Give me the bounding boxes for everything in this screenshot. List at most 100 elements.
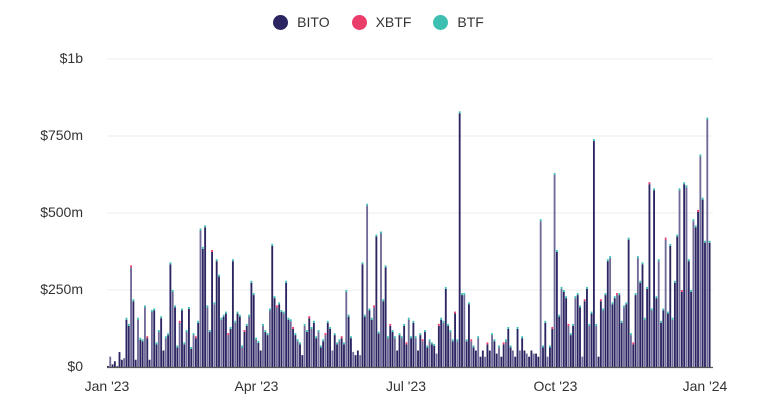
bar-bito[interactable] [343,344,345,367]
bar-bito[interactable] [683,184,686,367]
legend-item-btf[interactable]: BTF [433,14,484,30]
bar-bito[interactable] [285,282,288,367]
bar-bito[interactable] [245,325,248,367]
bar-bito[interactable] [562,292,565,367]
bar-bito[interactable] [123,358,126,367]
bar-bito[interactable] [488,350,491,367]
bar-bito[interactable] [389,325,392,367]
bar-bito[interactable] [208,332,211,367]
bar-bito[interactable] [428,341,431,367]
bar-bito[interactable] [211,251,213,367]
bar-bito[interactable] [505,341,507,367]
bar-bito[interactable] [611,304,614,367]
bar-bito[interactable] [252,295,255,367]
bar-bito[interactable] [544,322,547,367]
bar-bito[interactable] [509,347,512,367]
bar-bito[interactable] [141,341,144,367]
bar-bito[interactable] [255,339,257,367]
bar-bito[interactable] [243,332,246,367]
bar-bito[interactable] [437,325,440,367]
bar-bito[interactable] [697,211,699,367]
bar-bito[interactable] [456,341,459,367]
bar-bito[interactable] [352,352,355,367]
bar-bito[interactable] [370,319,373,367]
bar-bito[interactable] [206,307,209,367]
bar-bito[interactable] [528,356,531,367]
bar-bito[interactable] [481,350,484,367]
bar-bito[interactable] [421,341,424,367]
bar-bito[interactable] [169,264,172,367]
bar-bito[interactable] [160,318,163,367]
bar-bito[interactable] [639,282,642,367]
bar-bito[interactable] [338,341,341,367]
bar-bito[interactable] [546,356,549,367]
bar-bito[interactable] [551,328,554,367]
bar-bito[interactable] [162,350,165,367]
bar-bito[interactable] [171,292,174,367]
bar-bito[interactable] [461,295,463,367]
bar-bito[interactable] [134,359,137,367]
bar-bito[interactable] [447,325,450,367]
bar-bito[interactable] [400,338,403,367]
bar-bito[interactable] [646,288,649,367]
bar-bito[interactable] [574,298,577,367]
bar-bito[interactable] [458,113,461,367]
bar-bito[interactable] [403,325,406,367]
bar-bito[interactable] [349,338,352,367]
bar-bito[interactable] [336,344,338,367]
bar-bito[interactable] [602,310,605,367]
bar-bito[interactable] [266,335,269,367]
bar-bito[interactable] [155,344,158,367]
bar-bito[interactable] [609,258,612,367]
bar-bito[interactable] [586,288,588,367]
bar-bito[interactable] [222,316,225,367]
bar-bito[interactable] [361,264,364,367]
bar-bito[interactable] [643,319,646,367]
bar-bito[interactable] [391,332,394,367]
bar-bito[interactable] [498,347,500,367]
bar-bito[interactable] [435,353,438,367]
bar-bito[interactable] [398,335,401,367]
bar-bito[interactable] [248,316,251,367]
bar-bito[interactable] [454,313,456,367]
bar-bito[interactable] [410,338,413,367]
bar-bito[interactable] [474,350,477,367]
bar-bito[interactable] [218,276,220,367]
bar-bito[interactable] [308,318,311,367]
bar-bito[interactable] [268,310,271,367]
bar-bito[interactable] [363,316,366,367]
bar-bito[interactable] [576,295,579,367]
bar-bito[interactable] [393,338,396,367]
bar-bito[interactable] [558,316,561,367]
bar-bito[interactable] [354,355,357,367]
bar-bito[interactable] [472,347,475,367]
bar-bito[interactable] [673,282,676,367]
bar-bito[interactable] [380,233,382,367]
bar-bito[interactable] [530,350,533,367]
bar-bito[interactable] [451,341,454,367]
bar-bito[interactable] [299,344,301,367]
bar-bito[interactable] [116,365,119,367]
bar-bito[interactable] [271,245,274,367]
bar-bito[interactable] [502,344,505,367]
bar-bito[interactable] [250,282,253,367]
bar-bito[interactable] [664,239,667,367]
bar-bito[interactable] [303,325,306,367]
bar-bito[interactable] [384,267,387,367]
bar-bito[interactable] [359,355,362,367]
bar-bito[interactable] [493,341,496,367]
bar-bito[interactable] [201,248,204,367]
bar-bito[interactable] [273,298,276,367]
bar-bito[interactable] [296,341,299,367]
bar-bito[interactable] [301,355,304,367]
bar-bito[interactable] [606,261,609,367]
bar-bito[interactable] [164,338,167,367]
bar-bito[interactable] [113,361,116,367]
bar-bito[interactable] [185,332,188,367]
bar-bito[interactable] [555,251,558,367]
bar-bito[interactable] [199,230,202,367]
bar-bito[interactable] [655,298,658,367]
bar-bito[interactable] [690,292,693,367]
bar-bito[interactable] [569,335,572,367]
bar-bito[interactable] [368,310,371,367]
